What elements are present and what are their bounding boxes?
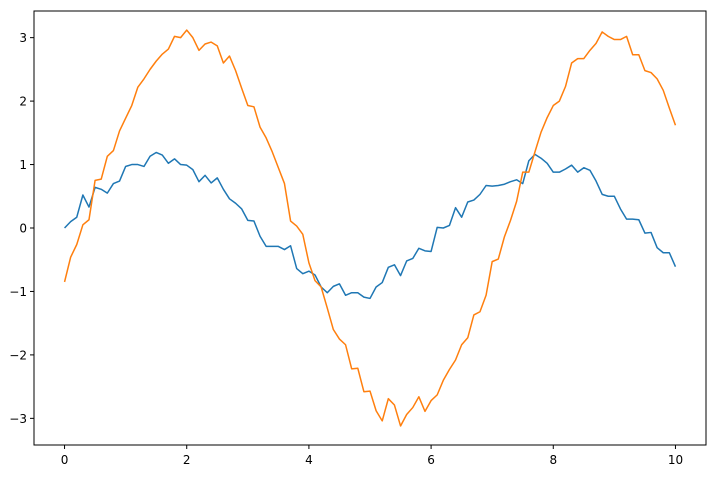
plot-frame [33,10,707,446]
y-tick-label: −2 [9,348,27,362]
x-tick-label: 6 [427,453,435,467]
x-tick-label: 0 [61,453,69,467]
x-tick-label: 10 [668,453,683,467]
y-tick-label: 3 [19,31,27,45]
x-tick-label: 8 [549,453,557,467]
y-tick-label: −1 [9,285,27,299]
y-tick-label: −3 [9,412,27,426]
x-tick-label: 4 [305,453,313,467]
y-tick-label: 2 [19,95,27,109]
plot-area [34,11,706,445]
series-line-2 [63,29,677,427]
series-line-1 [64,151,677,300]
x-axis: 0 2 4 6 8 10 [61,445,683,467]
series-layer [63,29,677,427]
x-tick-label: 2 [183,453,191,467]
y-tick-label: 0 [19,222,27,236]
y-tick-label: 1 [19,158,27,172]
y-axis: −3 −2 −1 0 1 2 3 [9,31,34,426]
